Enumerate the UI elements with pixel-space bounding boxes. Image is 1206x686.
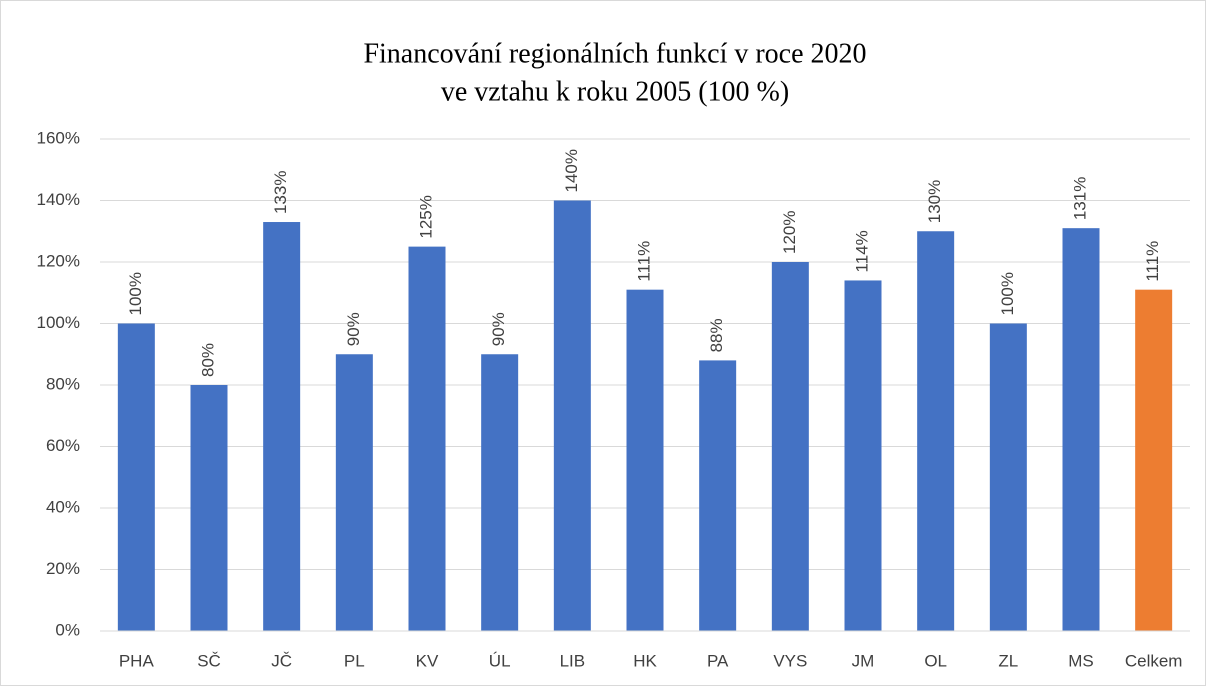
bar (117, 323, 155, 631)
bar (844, 280, 882, 631)
bar (481, 354, 519, 631)
x-tick-label: VYS (773, 651, 807, 670)
data-label: 90% (489, 312, 508, 346)
x-tick-label: HK (633, 651, 657, 670)
y-tick-label: 20% (46, 559, 80, 578)
bar (335, 354, 373, 631)
data-label: 100% (998, 272, 1017, 315)
data-label: 120% (780, 211, 799, 254)
x-tick-label: PL (344, 651, 365, 670)
x-tick-label: Celkem (1125, 651, 1183, 670)
x-tick-label: SČ (197, 651, 221, 670)
x-tick-label: LIB (560, 651, 586, 670)
y-tick-label: 0% (55, 620, 80, 639)
x-tick-label: PHA (119, 651, 155, 670)
x-tick-label: JČ (271, 651, 292, 670)
chart-title: Financování regionálních funkcí v roce 2… (363, 38, 866, 69)
x-tick-label: OL (924, 651, 947, 670)
data-label: 114% (852, 230, 871, 272)
y-tick-label: 100% (37, 313, 80, 332)
bar (917, 231, 955, 631)
data-label: 88% (707, 318, 726, 352)
y-tick-label: 40% (46, 497, 80, 516)
y-tick-label: 120% (37, 251, 80, 270)
data-label: 80% (198, 343, 217, 377)
bar (699, 360, 737, 631)
data-label: 111% (634, 241, 653, 282)
y-tick-label: 140% (37, 190, 80, 209)
x-tick-label: MS (1068, 651, 1094, 670)
x-tick-label: PA (707, 651, 729, 670)
data-label: 111% (1143, 241, 1162, 282)
data-label: 90% (344, 312, 363, 346)
bar (771, 262, 809, 631)
data-label: 133% (271, 171, 290, 214)
bar (626, 289, 664, 631)
bar (1135, 289, 1173, 631)
x-tick-label: ZL (998, 651, 1018, 670)
data-label: 125% (416, 195, 435, 238)
data-label: 140% (562, 149, 581, 192)
y-tick-label: 80% (46, 374, 80, 393)
bar (553, 200, 591, 631)
y-tick-label: 60% (46, 436, 80, 455)
bar (989, 323, 1027, 631)
chart-title: ve vztahu k roku 2005 (100 %) (441, 76, 789, 107)
bar (263, 222, 301, 631)
x-tick-label: ÚL (489, 651, 511, 670)
bar (1062, 228, 1100, 632)
bar (408, 246, 446, 631)
x-tick-label: JM (852, 651, 875, 670)
data-label: 100% (126, 272, 145, 315)
y-tick-label: 160% (37, 128, 80, 147)
bar (190, 385, 228, 631)
x-tick-label: KV (416, 651, 439, 670)
data-label: 130% (925, 180, 944, 223)
data-label: 131% (1070, 177, 1089, 220)
